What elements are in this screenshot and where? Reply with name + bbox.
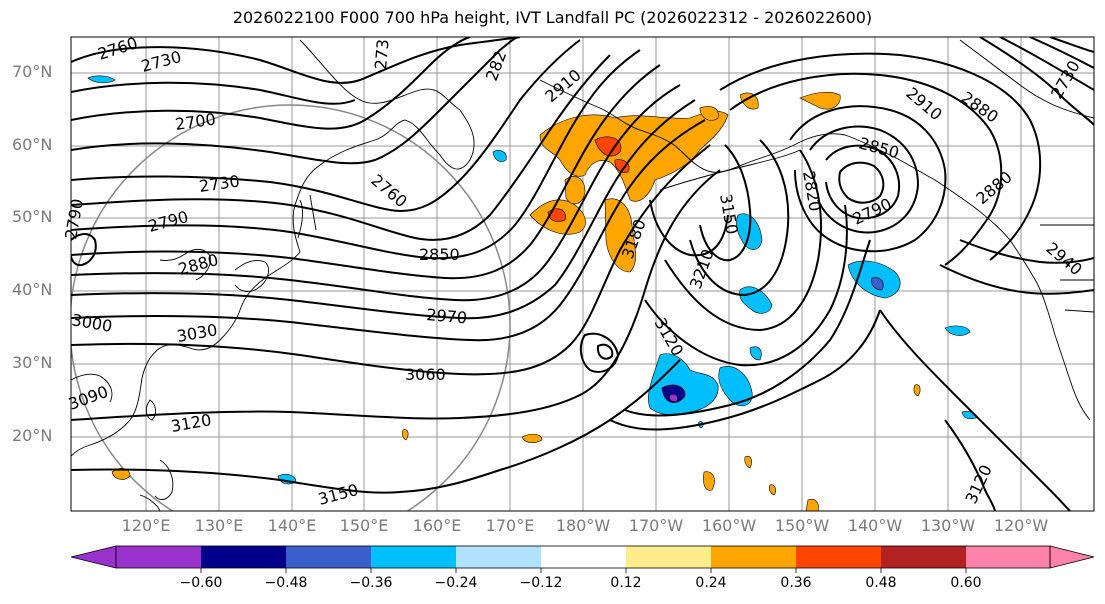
colorbar-segment [541, 546, 626, 568]
contour-label: 2850 [419, 245, 460, 264]
colorbar-tick-label: −0.60 [179, 575, 223, 591]
colorbar-tick-label: 0.48 [865, 575, 897, 591]
contour-label: 2880 [958, 88, 1002, 127]
contour-label: 3090 [66, 382, 111, 414]
contour-label: 2970 [426, 305, 468, 327]
lat-label-70n: 70°N [12, 62, 53, 81]
lon-label: 130°E [194, 516, 244, 535]
lat-label-20n: 20°N [12, 426, 53, 445]
lon-label: 170°W [628, 516, 684, 535]
lat-label-30n: 30°N [12, 353, 53, 372]
map-title: 2026022100 F000 700 hPa height, IVT Land… [232, 8, 873, 27]
colorbar-segment [116, 546, 201, 568]
lon-label: 160°E [412, 516, 462, 535]
lat-label-50n: 50°N [12, 207, 53, 226]
colorbar-segment [456, 546, 541, 568]
lon-label: 120°E [121, 516, 171, 535]
colorbar-tick-label: −0.36 [349, 575, 393, 591]
colorbar-extend-low [70, 545, 117, 569]
contour-label: 3060 [405, 365, 446, 384]
contour-label: 2790 [850, 194, 895, 228]
contour-label: 3030 [175, 320, 218, 346]
colorbar [70, 545, 1095, 573]
positive-anomaly-fill [111, 91, 921, 511]
contour-label: 3150 [316, 480, 360, 509]
lat-label-60n: 60°N [12, 135, 53, 154]
lon-label: 160°W [701, 516, 757, 535]
contour-label: 282 [482, 48, 510, 83]
contour-label: 2760 [367, 171, 410, 212]
colorbar-segment [201, 546, 286, 568]
negative-anomaly-fill [87, 75, 977, 485]
lon-label: 180°W [555, 516, 611, 535]
colorbar-segment [371, 546, 456, 568]
colorbar-segment [286, 546, 371, 568]
lon-label: 150°E [339, 516, 389, 535]
lon-label: 170°E [485, 516, 535, 535]
contour-label: 273 [371, 38, 393, 70]
coastlines [71, 39, 1094, 511]
contour-label: 2940 [1042, 239, 1085, 280]
range-circle [71, 104, 511, 511]
lon-label: 140°E [267, 516, 317, 535]
height-contours [71, 37, 1094, 511]
contour-label: 2910 [541, 65, 584, 106]
contour-label: 2700 [174, 109, 217, 133]
colorbar-segment [881, 546, 966, 568]
colorbar-segment [796, 546, 881, 568]
contour-label-group: 2760 2730 2700 2730 2790 2880 3000 3030 … [61, 33, 1086, 509]
colorbar-tick-label: −0.24 [434, 575, 478, 591]
contour-label: 3210 [686, 247, 718, 292]
colorbar-tick-label: −0.12 [519, 575, 563, 591]
lon-label: 130°W [920, 516, 976, 535]
contour-label: 2730 [198, 171, 241, 195]
contour-label: 2790 [146, 207, 190, 236]
colorbar-tick-label: 0.12 [610, 575, 642, 591]
colorbar-segment [626, 546, 711, 568]
colorbar-tick-label: −0.48 [264, 575, 308, 591]
lon-label: 150°W [774, 516, 830, 535]
lat-label-40n: 40°N [12, 280, 53, 299]
colorbar-segment [966, 546, 1050, 568]
lon-label: 140°W [847, 516, 903, 535]
contour-label: 2760 [95, 33, 140, 64]
colorbar-extend-high [1049, 545, 1095, 569]
colorbar-tick-label: 0.36 [780, 575, 812, 591]
contour-label: 2880 [972, 167, 1015, 208]
map-frame [70, 36, 1095, 512]
contour-label: 3000 [70, 310, 113, 336]
contour-label: 3150 [716, 192, 742, 235]
lon-label: 120°W [993, 516, 1049, 535]
colorbar-tick-label: 0.60 [950, 575, 982, 591]
colorbar-segment [711, 546, 796, 568]
colorbar-tick-label: 0.24 [695, 575, 727, 591]
